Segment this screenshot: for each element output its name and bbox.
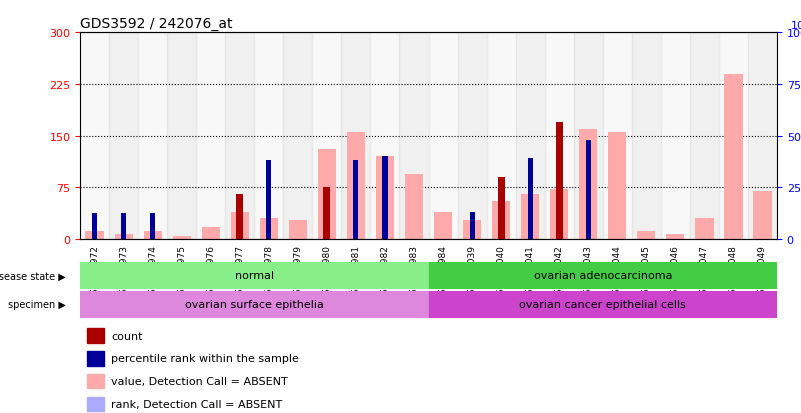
Bar xyxy=(521,195,539,240)
Bar xyxy=(528,158,533,240)
Bar xyxy=(324,188,331,240)
Text: specimen ▶: specimen ▶ xyxy=(8,299,66,310)
Bar xyxy=(492,202,510,240)
Bar xyxy=(748,33,777,240)
Bar xyxy=(288,220,307,240)
Bar xyxy=(284,33,312,240)
Text: value, Detection Call = ABSENT: value, Detection Call = ABSENT xyxy=(111,376,288,386)
Bar xyxy=(666,234,685,240)
Bar xyxy=(457,33,487,240)
Bar xyxy=(266,160,272,240)
Bar xyxy=(429,33,457,240)
Bar xyxy=(87,374,104,389)
Text: GDS3592 / 242076_at: GDS3592 / 242076_at xyxy=(80,17,232,31)
Bar xyxy=(586,141,591,240)
Bar xyxy=(172,237,191,240)
Bar xyxy=(753,191,771,240)
Bar xyxy=(405,174,423,240)
Bar xyxy=(202,227,220,240)
Bar xyxy=(429,291,777,318)
Bar xyxy=(236,195,244,240)
Bar xyxy=(434,212,453,240)
Bar xyxy=(469,212,475,240)
Bar xyxy=(719,33,748,240)
Bar xyxy=(602,33,632,240)
Bar xyxy=(695,219,714,240)
Bar xyxy=(231,212,249,240)
Bar xyxy=(143,231,162,240)
Bar xyxy=(196,33,225,240)
Bar xyxy=(608,133,626,240)
Bar xyxy=(86,231,104,240)
Bar xyxy=(690,33,719,240)
Text: ovarian adenocarcinoma: ovarian adenocarcinoma xyxy=(533,271,672,281)
Bar xyxy=(463,220,481,240)
Bar xyxy=(579,129,598,240)
Bar xyxy=(632,33,661,240)
Bar xyxy=(353,160,359,240)
Text: ovarian surface epithelia: ovarian surface epithelia xyxy=(185,299,324,310)
Text: normal: normal xyxy=(235,271,274,281)
Bar xyxy=(550,190,569,240)
Bar xyxy=(139,33,167,240)
Bar xyxy=(347,133,365,240)
Bar xyxy=(429,262,777,289)
Bar xyxy=(87,328,104,343)
Bar xyxy=(87,351,104,366)
Bar xyxy=(487,33,516,240)
Bar xyxy=(661,33,690,240)
Bar xyxy=(370,33,400,240)
Bar xyxy=(637,231,655,240)
Bar xyxy=(225,33,255,240)
Bar xyxy=(87,396,104,411)
Bar xyxy=(121,214,127,240)
Bar xyxy=(92,214,97,240)
Bar xyxy=(80,262,429,289)
Text: ovarian cancer epithelial cells: ovarian cancer epithelial cells xyxy=(519,299,686,310)
Bar xyxy=(312,33,341,240)
Bar xyxy=(376,157,394,240)
Bar xyxy=(516,33,545,240)
Bar xyxy=(255,33,284,240)
Bar xyxy=(497,178,505,240)
Bar xyxy=(382,157,388,240)
Bar xyxy=(80,33,109,240)
Bar xyxy=(341,33,370,240)
Bar xyxy=(115,234,133,240)
Bar xyxy=(724,74,743,240)
Bar xyxy=(167,33,196,240)
Bar xyxy=(545,33,574,240)
Bar xyxy=(318,150,336,240)
Bar xyxy=(260,219,278,240)
Bar xyxy=(574,33,602,240)
Bar xyxy=(400,33,429,240)
Bar xyxy=(150,214,155,240)
Text: count: count xyxy=(111,331,143,341)
Text: 100%: 100% xyxy=(791,21,801,31)
Bar xyxy=(80,291,429,318)
Bar xyxy=(556,123,563,240)
Text: disease state ▶: disease state ▶ xyxy=(0,271,66,281)
Text: rank, Detection Call = ABSENT: rank, Detection Call = ABSENT xyxy=(111,399,283,409)
Text: percentile rank within the sample: percentile rank within the sample xyxy=(111,354,300,363)
Bar xyxy=(109,33,139,240)
